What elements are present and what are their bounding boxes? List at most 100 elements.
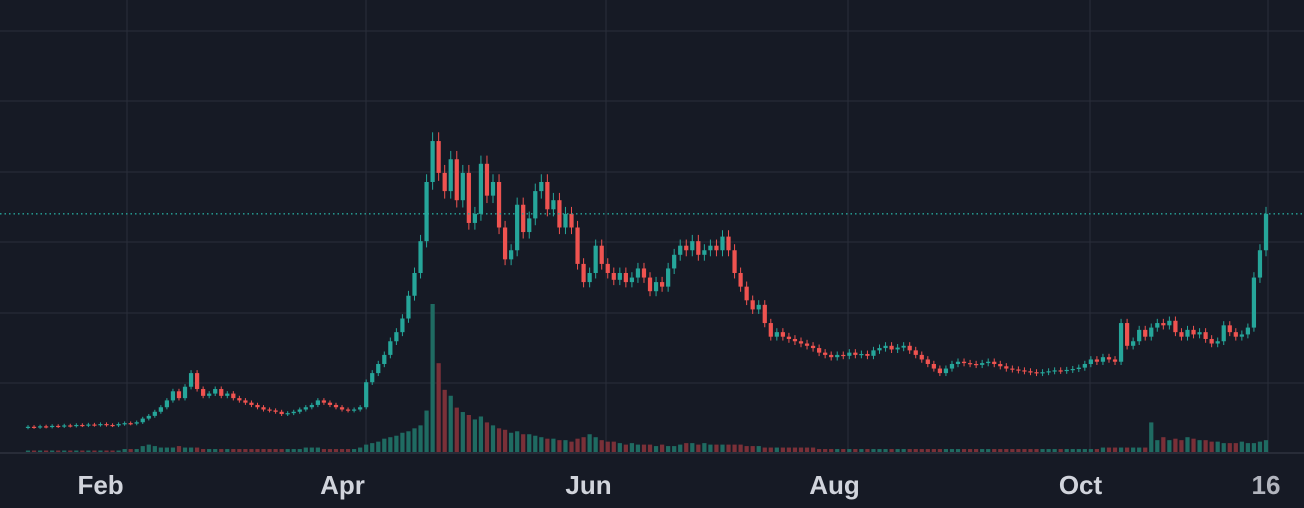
candle-body[interactable] [744,286,749,301]
candle-body[interactable] [1046,371,1051,373]
candle-body[interactable] [50,425,55,428]
candle-body[interactable] [611,273,616,280]
candle-body[interactable] [484,163,490,196]
candle-body[interactable] [116,424,121,426]
candle-body[interactable] [490,182,496,196]
candle-body[interactable] [1149,327,1154,337]
candle-body[interactable] [847,352,852,356]
candle-body[interactable] [527,218,532,233]
candle-body[interactable] [1203,332,1208,339]
candle-body[interactable] [629,277,635,283]
candle-body[interactable] [509,250,514,260]
candle-body[interactable] [412,273,417,296]
candle-body[interactable] [605,263,610,273]
candle-body[interactable] [859,353,864,356]
candle-body[interactable] [684,245,689,251]
candle-body[interactable] [980,363,985,365]
candle-body[interactable] [1215,341,1220,344]
candle-body[interactable] [1245,327,1250,335]
candle-body[interactable] [666,268,671,287]
candle-body[interactable] [436,141,441,173]
candle-body[interactable] [853,352,858,355]
candle-body[interactable] [62,425,67,427]
candle-body[interactable] [364,382,369,408]
candle-body[interactable] [720,236,725,251]
candle-body[interactable] [285,413,290,415]
candle-body[interactable] [635,268,641,278]
candle-body[interactable] [913,350,918,355]
candle-body[interactable] [883,345,888,349]
candle-body[interactable] [122,423,127,425]
candle-body[interactable] [213,389,218,394]
candle-body[interactable] [829,354,834,358]
candle-body[interactable] [1209,338,1214,344]
candle-body[interactable] [1131,341,1136,346]
candle-body[interactable] [1161,323,1166,326]
candle-body[interactable] [460,172,465,201]
candle-body[interactable] [1094,359,1100,362]
candle-body[interactable] [690,241,695,251]
candle-body[interactable] [653,282,659,292]
candle-body[interactable] [986,361,991,364]
candle-body[interactable] [551,200,556,210]
candle-body[interactable] [194,373,200,390]
candle-body[interactable] [321,400,327,403]
candle-body[interactable] [466,172,471,223]
candle-body[interactable] [756,304,761,310]
candle-body[interactable] [1010,368,1015,370]
candle-body[interactable] [750,300,755,310]
candle-body[interactable] [418,241,423,273]
candle-body[interactable] [1221,325,1226,342]
candle-body[interactable] [358,407,363,410]
candle-body[interactable] [309,404,314,408]
candle-body[interactable] [86,424,91,426]
candle-body[interactable] [732,250,737,273]
candle-body[interactable] [219,389,224,396]
candle-body[interactable] [672,254,677,269]
candle-body[interactable] [865,353,870,356]
candle-body[interactable] [442,172,447,192]
candle-body[interactable] [641,268,647,278]
candle-body[interactable] [1088,359,1093,364]
candle-body[interactable] [333,404,339,408]
candle-body[interactable] [1064,369,1069,372]
candle-body[interactable] [31,426,37,428]
candle-body[interactable] [998,364,1003,367]
candle-body[interactable] [74,424,79,427]
candle-body[interactable] [502,227,508,260]
candle-body[interactable] [1004,366,1009,369]
candle-body[interactable] [835,354,840,358]
candle-body[interactable] [738,273,743,287]
candle-body[interactable] [1118,323,1124,362]
candle-body[interactable] [351,409,357,411]
candle-body[interactable] [1185,329,1190,337]
candle-body[interactable] [949,364,955,369]
candle-body[interactable] [243,400,248,403]
candle-body[interactable] [201,389,206,396]
candle-body[interactable] [1227,325,1232,333]
candle-body[interactable] [1233,332,1238,337]
candle-body[interactable] [279,411,284,415]
candle-body[interactable] [158,407,163,412]
candle-body[interactable] [768,323,773,337]
candle-body[interactable] [273,410,278,412]
candle-body[interactable] [237,398,242,401]
candle-body[interactable] [895,347,900,350]
candle-body[interactable] [937,368,943,374]
candle-body[interactable] [255,404,260,408]
candle-body[interactable] [617,273,622,280]
candle-body[interactable] [1106,357,1112,360]
candle-body[interactable] [140,418,145,423]
candle-body[interactable] [786,336,792,339]
candle-body[interactable] [1167,320,1172,326]
candle-body[interactable] [152,411,157,416]
candle-body[interactable] [146,415,151,419]
candle-body[interactable] [370,373,375,383]
candle-body[interactable] [388,341,393,355]
candle-body[interactable] [943,368,949,374]
candle-body[interactable] [907,345,912,351]
candle-body[interactable] [496,182,502,228]
candle-body[interactable] [134,422,139,424]
candle-body[interactable] [1022,370,1027,372]
